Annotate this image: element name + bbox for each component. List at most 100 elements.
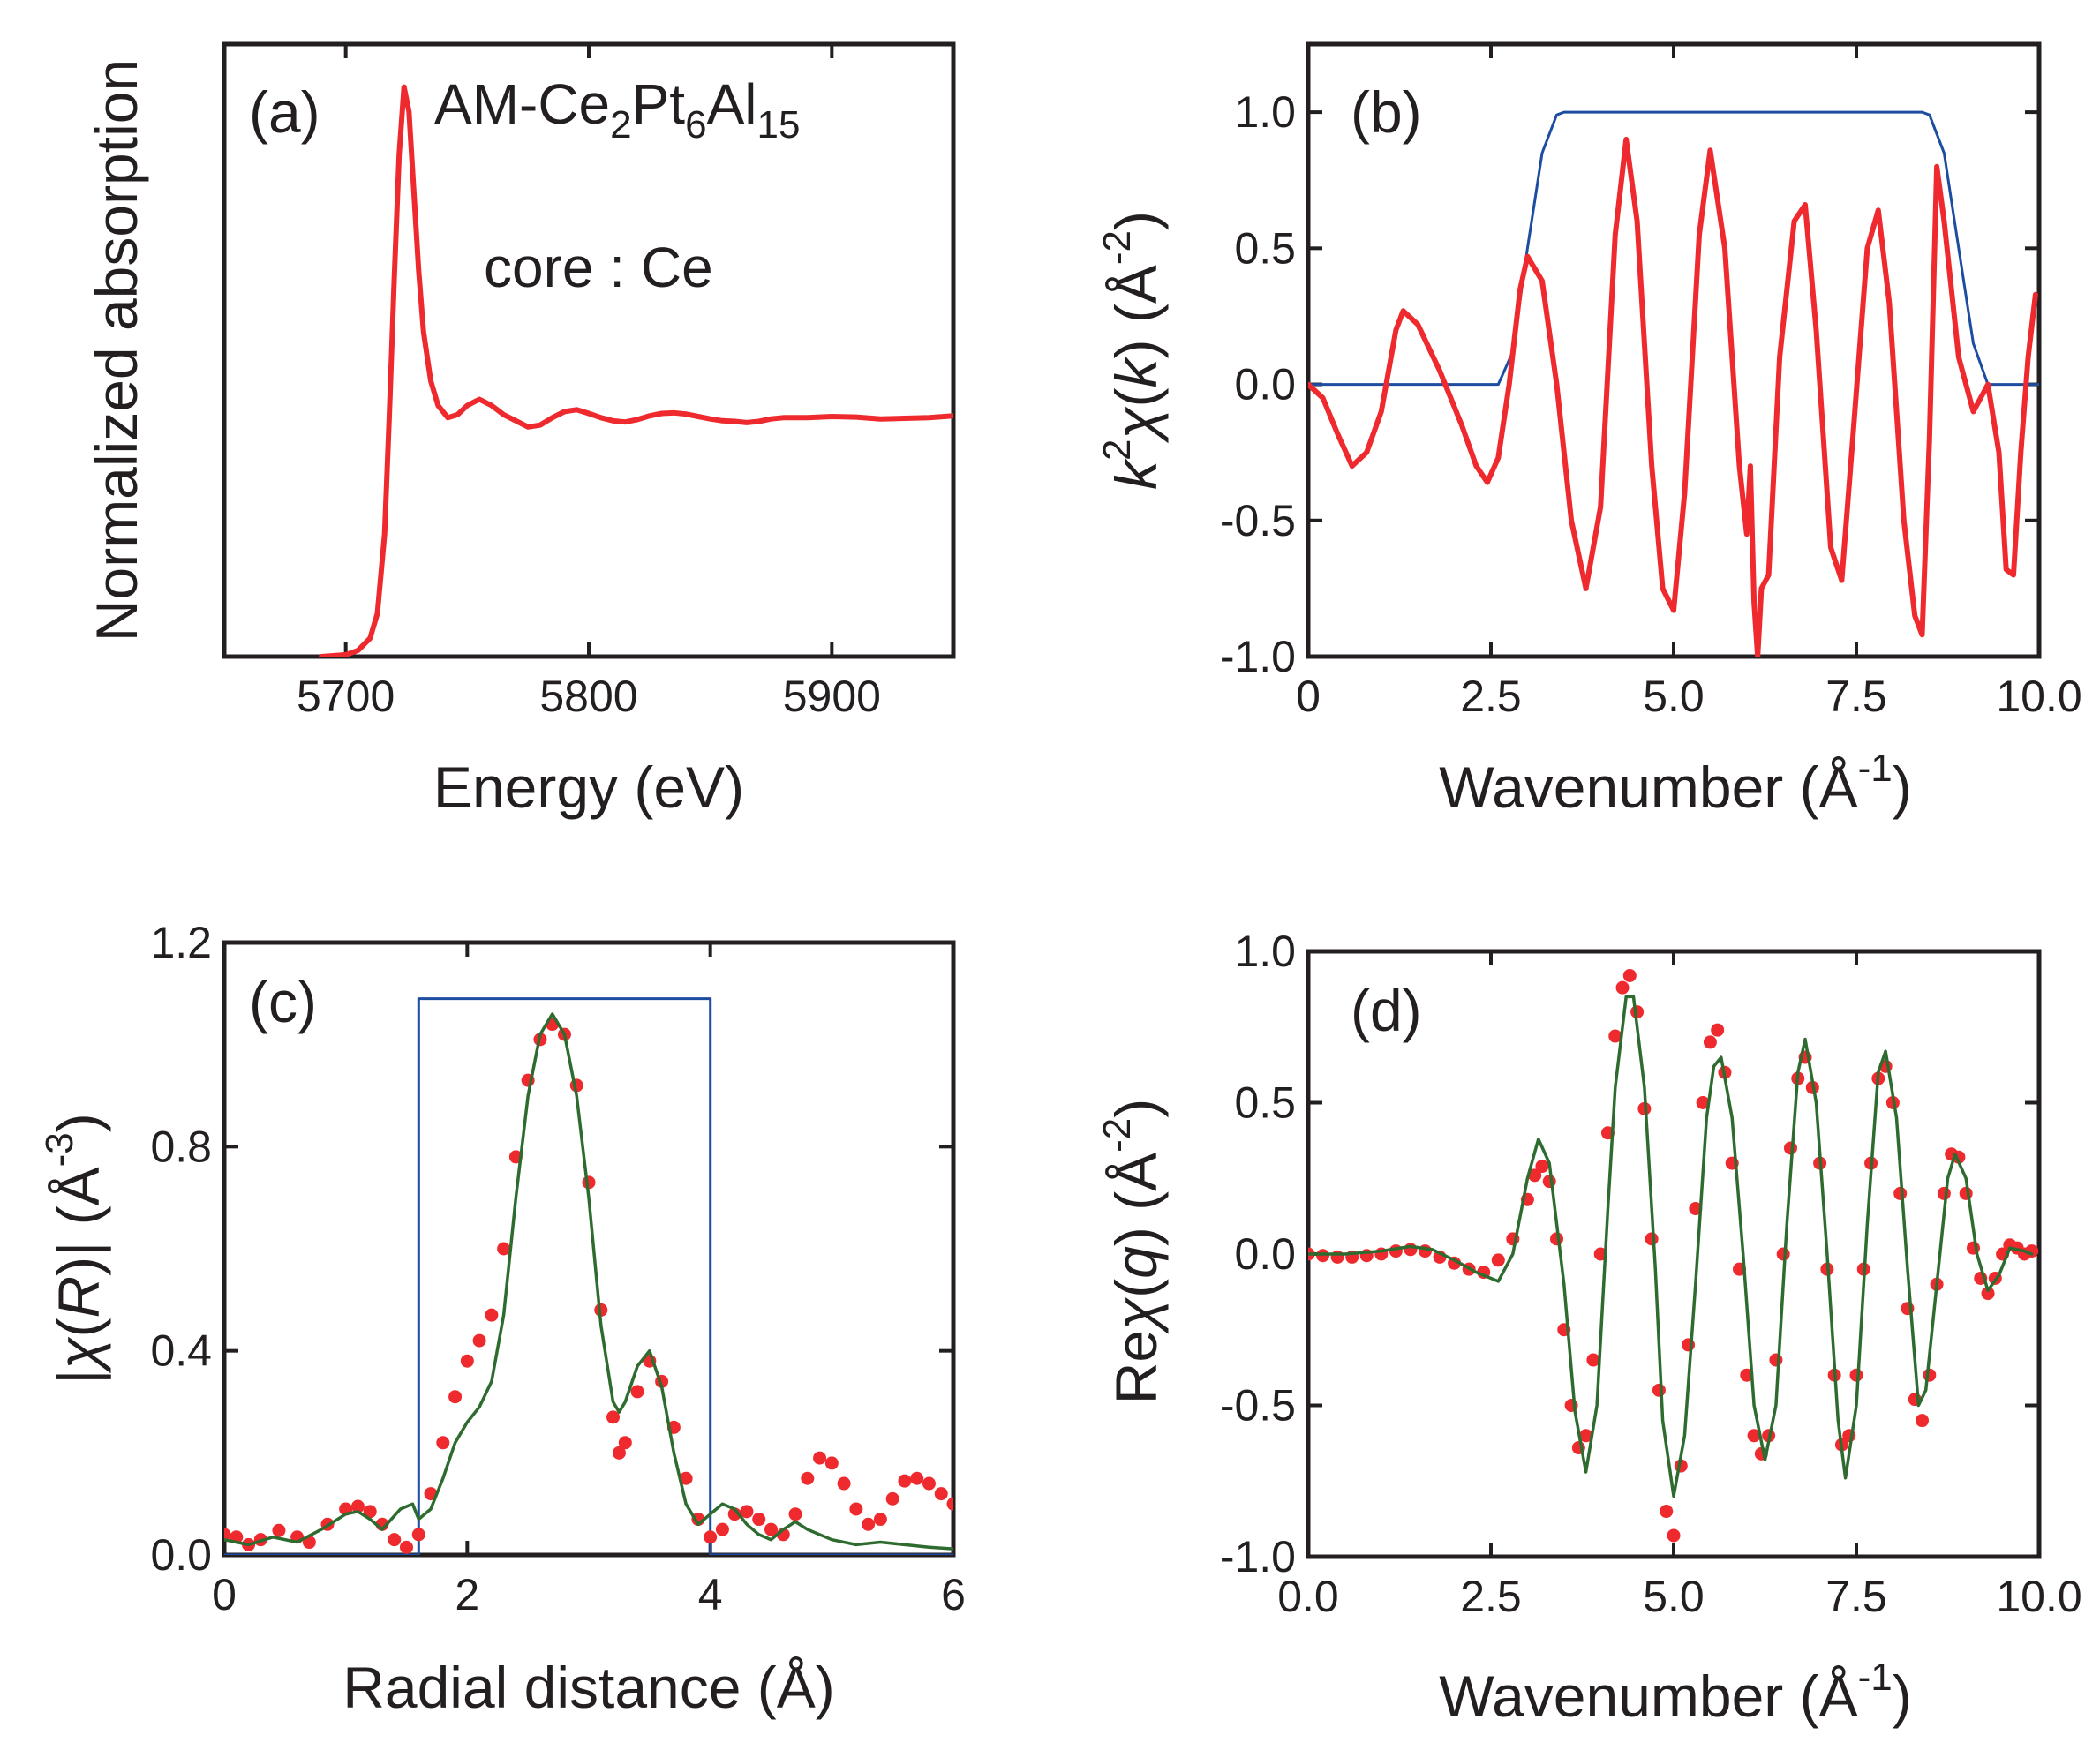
panel-a-label: (a) <box>249 79 320 145</box>
panel-d-tick-labels: 0.0 2.5 5.0 7.5 10.0 -1.0 -0.5 0.0 0.5 1.0 <box>1220 927 2082 1621</box>
panel-c-data-point <box>862 1517 876 1531</box>
panel-d-data-point <box>1747 1429 1761 1443</box>
panel-d-data-point <box>1535 1160 1549 1174</box>
panel-c-data-point <box>606 1410 621 1424</box>
panel-c-data-point <box>910 1471 924 1485</box>
panel-d-data-point <box>1981 1287 1995 1301</box>
panel-d-ytick-label: -0.5 <box>1220 1381 1296 1431</box>
panel-c-data-point <box>679 1471 693 1485</box>
panel-c-data-point <box>946 1497 953 1511</box>
panel-d-data-point <box>1769 1353 1783 1367</box>
panel-d-data-point <box>1622 968 1637 982</box>
panel-d-ytick-label: 0.5 <box>1234 1078 1296 1128</box>
panel-c-data-point <box>497 1242 511 1256</box>
panel-c-xtick-label: 2 <box>455 1570 479 1619</box>
panel-d-data-point <box>1923 1368 1937 1382</box>
panel-c-data-point <box>630 1385 644 1399</box>
panel-c-data-point <box>837 1476 851 1491</box>
panel-c-data-point <box>472 1333 486 1348</box>
panel-c-xtick-label: 0 <box>212 1570 237 1619</box>
panel-d-data-point <box>1404 1243 1418 1257</box>
panel-d-data-point <box>1528 1168 1542 1183</box>
panel-c-ytick-label: 0.4 <box>150 1326 212 1376</box>
panel-c-data-point <box>448 1390 463 1404</box>
panel-b-ytick-label: -1.0 <box>1220 632 1296 681</box>
panel-c-data-point <box>224 1528 231 1542</box>
panel-c-data-point <box>934 1487 948 1501</box>
panel-d-ytick-label: 0.0 <box>1234 1229 1296 1279</box>
panel-c-fit-line <box>224 1012 953 1551</box>
panel-d-data-point <box>1579 1429 1593 1443</box>
panel-c-xtick-label: 4 <box>698 1570 723 1619</box>
panel-d-label: (d) <box>1351 978 1422 1043</box>
panel-b-series <box>1308 110 2039 657</box>
panel-d-series <box>1308 968 2039 1543</box>
panel-d: 0.0 2.5 5.0 7.5 10.0 -1.0 -0.5 0.0 0.5 1.0 (d) Wa… <box>1095 927 2082 1729</box>
panel-d-data-point <box>1660 1505 1674 1519</box>
panel-d-data-point <box>1586 1353 1600 1367</box>
panel-c-ytick-label: 1.2 <box>150 918 212 967</box>
panel-b-ytick-label: -0.5 <box>1220 496 1296 545</box>
panel-c-data-point <box>824 1456 839 1470</box>
panel-b: 0 2.5 5.0 7.5 10.0 -1.0 -0.5 0.0 0.5 1.0 (b) Wave… <box>1095 41 2082 820</box>
panel-d-xlabel: Wavenumber (Å-1) <box>1439 1656 1911 1729</box>
panel-c-data-point <box>898 1474 912 1488</box>
panel-a-data-line <box>319 84 953 657</box>
panel-c-data-point <box>436 1436 450 1450</box>
panel-c-label: (c) <box>249 969 317 1034</box>
panel-a-tick-labels: 5700 5800 5900 <box>297 672 881 721</box>
panel-c-data-point <box>788 1507 802 1521</box>
panel-c-data-point <box>400 1540 413 1554</box>
panel-b-ylabel: k2χ(k) (Å-2) <box>1095 211 1169 490</box>
panel-d-xtick-label: 5.0 <box>1643 1572 1705 1621</box>
panel-c-ytick-label: 0.0 <box>150 1530 212 1580</box>
panel-b-xtick-label: 7.5 <box>1825 672 1887 721</box>
panel-a-xtick-label: 5800 <box>539 672 637 721</box>
panel-c-data-point <box>485 1308 499 1322</box>
panel-d-fit-line <box>1308 995 2034 1498</box>
panel-a-frame <box>222 41 956 659</box>
panel-c-data-point <box>752 1513 766 1527</box>
panel-c-data-points <box>224 1018 953 1554</box>
panel-c-ylabel: |χ(R)| (Å-3) <box>38 1113 111 1384</box>
panel-b-label: (b) <box>1351 79 1422 145</box>
panel-d-data-points <box>1308 968 2039 1543</box>
panel-c-data-point <box>618 1436 632 1450</box>
panel-c-data-point <box>922 1476 936 1491</box>
panel-d-data-point <box>1667 1528 1681 1543</box>
panel-d-data-point <box>1937 1186 1951 1200</box>
panel-a-xlabel: Energy (eV) <box>433 755 744 820</box>
panel-b-ytick-label: 1.0 <box>1234 87 1296 137</box>
panel-d-xtick-label: 7.5 <box>1825 1572 1887 1621</box>
panel-d-data-point <box>1330 1250 1344 1264</box>
panel-c-data-point <box>873 1513 887 1527</box>
panel-a-xtick-label: 5700 <box>297 672 395 721</box>
panel-c-data-point <box>363 1505 377 1519</box>
panel-a-core-annotation: core : Ce <box>484 236 713 299</box>
panel-d-ytick-label: 1.0 <box>1234 927 1296 976</box>
panel-d-data-point <box>1740 1368 1754 1382</box>
panel-b-xtick-label: 10.0 <box>1996 672 2081 721</box>
panel-c-data-point <box>350 1499 365 1513</box>
panel-c-ytick-label: 0.8 <box>150 1122 212 1171</box>
panel-d-data-point <box>1542 1175 1556 1189</box>
panel-a-ylabel: Normalized absorption <box>84 59 149 642</box>
panel-c-data-point <box>801 1471 815 1485</box>
panel-c-data-point <box>460 1354 474 1368</box>
panel-c-tick-labels: 0 2 4 6 0.0 0.4 0.8 1.2 <box>150 918 965 1619</box>
panel-c-xtick-label: 6 <box>941 1570 966 1619</box>
panel-c-data-point <box>411 1528 425 1542</box>
panel-c-data-point <box>388 1533 402 1547</box>
panel-a-sample-annotation: AM-Ce2Pt6Al15 <box>434 72 800 146</box>
panel-a-xtick-label: 5900 <box>783 672 881 721</box>
panel-c-window-line <box>224 997 953 1555</box>
panel-c-data-point <box>849 1502 863 1516</box>
panel-b-xlabel: Wavenumber (Å-1) <box>1439 747 1911 820</box>
panel-c-ticks <box>222 941 955 1557</box>
panel-c-data-point <box>885 1491 899 1506</box>
panel-a-series <box>319 84 953 657</box>
panel-d-data-point <box>1608 1029 1622 1043</box>
panel-d-data-point <box>1711 1023 1725 1037</box>
panel-b-tick-labels: 0 2.5 5.0 7.5 10.0 -1.0 -0.5 0.0 0.5 1.0 <box>1220 87 2082 721</box>
